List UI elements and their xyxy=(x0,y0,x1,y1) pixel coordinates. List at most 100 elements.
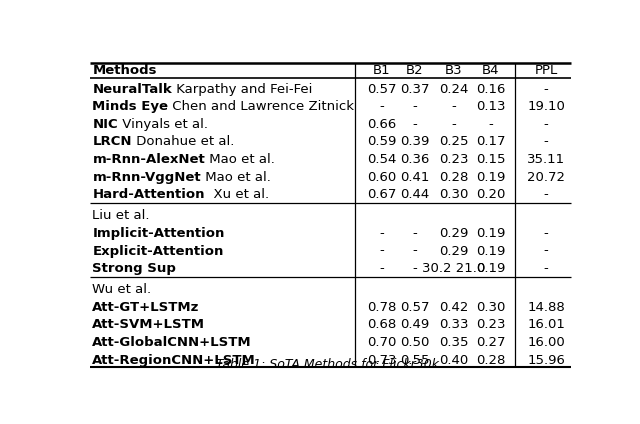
Text: Att-SVM+LSTM: Att-SVM+LSTM xyxy=(92,318,205,331)
Text: Implicit-Attention: Implicit-Attention xyxy=(92,227,225,240)
Text: Vinyals et al.: Vinyals et al. xyxy=(118,118,208,131)
Text: 0.78: 0.78 xyxy=(367,301,396,314)
Text: -: - xyxy=(544,118,548,131)
Text: 0.57: 0.57 xyxy=(400,301,429,314)
Text: -: - xyxy=(451,100,456,113)
Text: -: - xyxy=(451,118,456,131)
Text: -: - xyxy=(412,118,417,131)
Text: 0.23: 0.23 xyxy=(439,153,468,166)
Text: 16.01: 16.01 xyxy=(527,318,565,331)
Text: m-Rnn-VggNet: m-Rnn-VggNet xyxy=(92,171,201,184)
Text: -: - xyxy=(488,118,493,131)
Text: 19.10: 19.10 xyxy=(527,100,565,113)
Text: 0.19: 0.19 xyxy=(476,171,506,184)
Text: 0.20: 0.20 xyxy=(476,188,506,201)
Text: -: - xyxy=(379,245,384,257)
Text: 0.30: 0.30 xyxy=(439,188,468,201)
Text: Att-GlobalCNN+LSTM: Att-GlobalCNN+LSTM xyxy=(92,336,252,349)
Text: B2: B2 xyxy=(406,64,424,77)
Text: Karpathy and Fei-Fei: Karpathy and Fei-Fei xyxy=(172,83,312,95)
Text: 35.11: 35.11 xyxy=(527,153,565,166)
Text: B4: B4 xyxy=(482,64,499,77)
Text: 0.19: 0.19 xyxy=(476,262,506,275)
Text: Table 1: SoTA Methods for Flickr30k: Table 1: SoTA Methods for Flickr30k xyxy=(216,358,440,371)
Text: 0.54: 0.54 xyxy=(367,153,396,166)
Text: -: - xyxy=(379,100,384,113)
Text: 0.42: 0.42 xyxy=(439,301,468,314)
Text: 0.44: 0.44 xyxy=(400,188,429,201)
Text: B1: B1 xyxy=(372,64,390,77)
Text: 0.24: 0.24 xyxy=(439,83,468,95)
Text: 0.57: 0.57 xyxy=(367,83,396,95)
Text: Hard-Attention: Hard-Attention xyxy=(92,188,205,201)
Text: 0.60: 0.60 xyxy=(367,171,396,184)
Text: NeuralTalk: NeuralTalk xyxy=(92,83,172,95)
Text: Att-GT+LSTMz: Att-GT+LSTMz xyxy=(92,301,200,314)
Text: 30.2 21.0: 30.2 21.0 xyxy=(422,262,485,275)
Text: -: - xyxy=(412,245,417,257)
Text: 0.49: 0.49 xyxy=(400,318,429,331)
Text: Chen and Lawrence Zitnick: Chen and Lawrence Zitnick xyxy=(168,100,355,113)
Text: 0.13: 0.13 xyxy=(476,100,506,113)
Text: -: - xyxy=(544,245,548,257)
Text: 0.29: 0.29 xyxy=(439,227,468,240)
Text: Att-RegionCNN+LSTM: Att-RegionCNN+LSTM xyxy=(92,354,256,367)
Text: -: - xyxy=(412,262,417,275)
Text: 0.66: 0.66 xyxy=(367,118,396,131)
Text: 0.40: 0.40 xyxy=(439,354,468,367)
Text: 0.17: 0.17 xyxy=(476,135,506,148)
Text: -: - xyxy=(544,135,548,148)
Text: 0.28: 0.28 xyxy=(439,171,468,184)
Text: Xu et al.: Xu et al. xyxy=(205,188,269,201)
Text: Explicit-Attention: Explicit-Attention xyxy=(92,245,224,257)
Text: 0.39: 0.39 xyxy=(400,135,429,148)
Text: 15.96: 15.96 xyxy=(527,354,565,367)
Text: Mao et al.: Mao et al. xyxy=(201,171,271,184)
Text: -: - xyxy=(412,227,417,240)
Text: Donahue et al.: Donahue et al. xyxy=(132,135,234,148)
Text: -: - xyxy=(544,188,548,201)
Text: -: - xyxy=(544,262,548,275)
Text: 0.55: 0.55 xyxy=(400,354,429,367)
Text: 0.23: 0.23 xyxy=(476,318,506,331)
Text: 0.16: 0.16 xyxy=(476,83,506,95)
Text: NIC: NIC xyxy=(92,118,118,131)
Text: 0.19: 0.19 xyxy=(476,227,506,240)
Text: 0.68: 0.68 xyxy=(367,318,396,331)
Text: 0.67: 0.67 xyxy=(367,188,396,201)
Text: 0.37: 0.37 xyxy=(400,83,429,95)
Text: 20.72: 20.72 xyxy=(527,171,565,184)
Text: 0.28: 0.28 xyxy=(476,354,506,367)
Text: -: - xyxy=(379,227,384,240)
Text: -: - xyxy=(379,262,384,275)
Text: LRCN: LRCN xyxy=(92,135,132,148)
Text: -: - xyxy=(412,100,417,113)
Text: -: - xyxy=(544,227,548,240)
Text: Methods: Methods xyxy=(92,64,157,77)
Text: 16.00: 16.00 xyxy=(527,336,565,349)
Text: 0.15: 0.15 xyxy=(476,153,506,166)
Text: Liu et al.: Liu et al. xyxy=(92,209,150,222)
Text: 0.59: 0.59 xyxy=(367,135,396,148)
Text: 0.25: 0.25 xyxy=(439,135,468,148)
Text: 0.33: 0.33 xyxy=(439,318,468,331)
Text: 0.30: 0.30 xyxy=(476,301,506,314)
Text: 0.35: 0.35 xyxy=(439,336,468,349)
Text: 0.27: 0.27 xyxy=(476,336,506,349)
Text: PPL: PPL xyxy=(534,64,558,77)
Text: -: - xyxy=(544,83,548,95)
Text: 0.29: 0.29 xyxy=(439,245,468,257)
Text: 14.88: 14.88 xyxy=(527,301,565,314)
Text: 0.36: 0.36 xyxy=(400,153,429,166)
Text: 0.41: 0.41 xyxy=(400,171,429,184)
Text: Wu et al.: Wu et al. xyxy=(92,283,152,296)
Text: 0.50: 0.50 xyxy=(400,336,429,349)
Text: Minds Eye: Minds Eye xyxy=(92,100,168,113)
Text: 0.70: 0.70 xyxy=(367,336,396,349)
Text: B3: B3 xyxy=(445,64,462,77)
Text: 0.19: 0.19 xyxy=(476,245,506,257)
Text: 0.73: 0.73 xyxy=(367,354,396,367)
Text: m-Rnn-AlexNet: m-Rnn-AlexNet xyxy=(92,153,205,166)
Text: Mao et al.: Mao et al. xyxy=(205,153,275,166)
Text: Strong Sup: Strong Sup xyxy=(92,262,176,275)
